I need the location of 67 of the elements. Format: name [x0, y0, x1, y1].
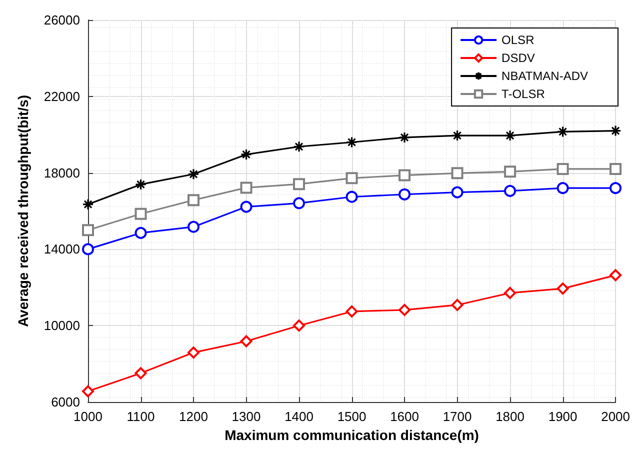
x-tick-label: 1500 — [337, 409, 366, 424]
point — [610, 269, 622, 282]
point — [556, 162, 569, 175]
point — [240, 182, 252, 194]
point — [188, 346, 200, 359]
point — [556, 182, 569, 194]
point — [134, 178, 147, 190]
point — [346, 172, 358, 184]
point — [346, 190, 358, 203]
point — [610, 162, 622, 175]
point — [504, 166, 516, 178]
point — [293, 140, 305, 152]
point — [188, 168, 200, 180]
point — [293, 320, 306, 332]
point — [188, 220, 200, 233]
point — [240, 335, 252, 348]
point — [504, 184, 516, 197]
point — [134, 226, 147, 239]
point — [293, 178, 306, 190]
x-tick-label: 1000 — [74, 409, 102, 424]
point — [134, 208, 147, 220]
point — [610, 124, 622, 137]
x-tick-label: 1100 — [126, 409, 155, 424]
point — [504, 286, 516, 299]
point — [610, 182, 622, 194]
point — [398, 132, 410, 144]
x-tick-label: 1400 — [284, 409, 314, 424]
y-tick-label: 6000 — [51, 394, 80, 410]
legend-label: NBATMAN-ADV — [502, 69, 588, 83]
x-tick-label: 1900 — [548, 409, 578, 424]
y-tick-label: 22000 — [44, 88, 80, 104]
point — [451, 298, 464, 311]
point — [504, 130, 516, 142]
point — [82, 243, 94, 256]
x-tick-label: 1200 — [179, 409, 208, 424]
point — [82, 198, 94, 210]
legend-label: OLSR — [502, 33, 535, 47]
point — [240, 148, 252, 160]
x-axis-title: Maximum communication distance(m) — [224, 427, 479, 443]
point — [398, 304, 411, 316]
point — [134, 367, 147, 380]
y-tick-label: 14000 — [44, 242, 80, 257]
point — [451, 130, 464, 142]
point — [293, 197, 306, 210]
point — [346, 305, 358, 318]
y-tick-label: 10000 — [44, 318, 80, 334]
x-tick-label: 1600 — [390, 409, 419, 424]
x-tick-label: 1300 — [232, 409, 261, 424]
point — [346, 136, 358, 148]
point — [188, 194, 200, 206]
point — [398, 169, 411, 182]
y-axis-title: Average received throughput(bit/s) — [15, 94, 31, 328]
point — [451, 167, 464, 180]
legend-label: T-OLSR — [502, 87, 546, 101]
point — [82, 385, 94, 398]
point — [556, 282, 569, 295]
point — [240, 200, 252, 213]
y-tick-label: 18000 — [44, 165, 80, 180]
point — [82, 224, 94, 236]
x-tick-label: 1800 — [496, 409, 524, 424]
y-tick-label: 26000 — [44, 12, 80, 28]
x-tick-label: 1700 — [442, 409, 472, 424]
point — [556, 126, 569, 138]
point — [398, 188, 411, 200]
point — [451, 186, 464, 198]
legend-label: DSDV — [502, 51, 535, 65]
x-tick-label: 2000 — [601, 409, 630, 424]
